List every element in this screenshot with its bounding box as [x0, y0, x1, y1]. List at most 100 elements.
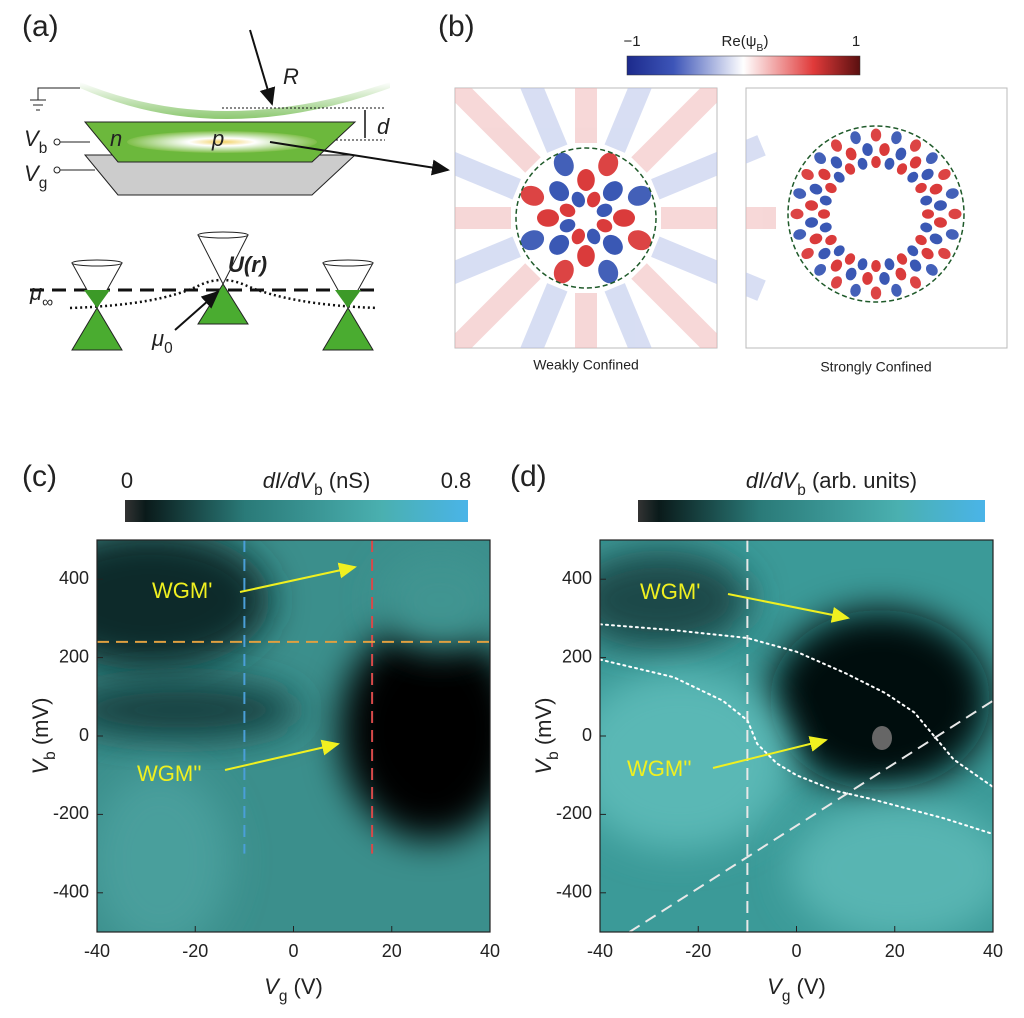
- lobe: [870, 128, 882, 142]
- y-tick-label: 400: [59, 568, 89, 588]
- lobe: [922, 209, 934, 219]
- lobe: [613, 209, 635, 227]
- y-tick-label: 200: [59, 646, 89, 666]
- annotation-arrow: [727, 593, 850, 623]
- lobe: [891, 131, 902, 145]
- colorbar-title-rest: (nS): [323, 468, 371, 493]
- lobe: [925, 152, 938, 165]
- colorbar-tick-label: 0.8: [441, 468, 472, 493]
- lobe: [818, 247, 831, 260]
- lobe: [814, 152, 827, 165]
- lobe: [537, 209, 559, 227]
- x-axis-label-rest: (V): [790, 974, 825, 999]
- annotation-arrow: [712, 736, 828, 769]
- lobe: [915, 234, 927, 246]
- lobe: [915, 182, 927, 194]
- colorbar-tick: −1: [623, 33, 640, 50]
- lobe: [857, 258, 868, 271]
- lobe: [602, 181, 623, 202]
- stripe: [604, 283, 669, 348]
- lobe: [938, 168, 951, 181]
- lobe: [825, 182, 837, 194]
- label-sub: ∞: [42, 294, 53, 311]
- confinement: [515, 147, 657, 289]
- lobe: [844, 163, 856, 175]
- lobe: [896, 163, 908, 175]
- stripe: [604, 88, 669, 153]
- confinement: [787, 125, 965, 303]
- lobe: [596, 218, 613, 233]
- lobe: [909, 259, 922, 272]
- lobe: [845, 147, 857, 161]
- label-sub: 0: [164, 340, 173, 357]
- x-tick-label: -40: [587, 941, 613, 961]
- y-axis-label-sub: b: [42, 751, 59, 760]
- colorbar: [626, 55, 861, 76]
- x-tick-label: -40: [84, 941, 110, 961]
- colorbar-label-main: Re(ψ: [722, 33, 757, 50]
- lobe: [929, 183, 943, 195]
- lobe: [793, 188, 807, 199]
- lobe: [907, 245, 919, 257]
- lobe: [830, 139, 843, 152]
- label: Vb: [24, 126, 47, 157]
- label-sub: g: [39, 175, 48, 192]
- stripe: [631, 88, 729, 173]
- lobe: [549, 181, 570, 202]
- lobe: [602, 234, 623, 255]
- lobe: [921, 168, 934, 181]
- lobe: [598, 152, 619, 177]
- lobe: [891, 283, 902, 297]
- lobe: [857, 157, 868, 170]
- lobe: [833, 171, 845, 183]
- x-axis-label-rest: (V): [287, 974, 322, 999]
- annotation: WGM'': [627, 756, 692, 781]
- lobe: [921, 247, 934, 260]
- lobe: [948, 208, 962, 220]
- arrow: [174, 290, 220, 331]
- x-tick-label: 40: [983, 941, 1003, 961]
- lobe: [871, 260, 881, 272]
- label: d: [377, 114, 390, 139]
- label: Vg: [24, 161, 47, 192]
- x-tick-label: -20: [685, 941, 711, 961]
- boundary-line: [600, 623, 993, 788]
- caption: Strongly Confined: [820, 359, 931, 375]
- label: n: [110, 126, 122, 151]
- lobe: [577, 169, 595, 191]
- colorbar-tick-label: 0: [121, 468, 133, 493]
- heatmap-image: [600, 540, 993, 932]
- lobe: [938, 247, 951, 260]
- lobe: [909, 276, 922, 289]
- lobe: [819, 222, 832, 233]
- lobe: [627, 230, 652, 251]
- x-axis-label-main: V: [264, 974, 281, 999]
- lobe: [833, 245, 845, 257]
- lobe: [627, 185, 652, 206]
- lobe: [559, 218, 576, 233]
- lobe: [850, 283, 861, 297]
- x-tick-label: 40: [480, 941, 500, 961]
- lobe: [945, 188, 959, 199]
- x-axis-label-sub: g: [782, 988, 791, 1005]
- lobe: [909, 156, 922, 169]
- lobe: [809, 183, 823, 195]
- colorbar: [125, 500, 468, 522]
- x-tick-label: 20: [382, 941, 402, 961]
- lobe: [929, 233, 943, 245]
- lobe: [814, 263, 827, 276]
- label-main: V: [24, 161, 41, 186]
- label: μ0: [151, 326, 173, 357]
- lobe: [933, 217, 947, 228]
- lobe: [577, 245, 595, 267]
- stripe: [503, 283, 568, 348]
- lobe: [909, 139, 922, 152]
- colorbar-title-sub: b: [314, 482, 323, 499]
- lobe: [598, 259, 619, 284]
- lobe: [520, 185, 545, 206]
- y-axis-label: Vb (mV): [28, 697, 59, 774]
- y-axis-label-main: V: [28, 758, 53, 775]
- lobe: [553, 152, 574, 177]
- p-region: [127, 131, 317, 153]
- lobe: [830, 276, 843, 289]
